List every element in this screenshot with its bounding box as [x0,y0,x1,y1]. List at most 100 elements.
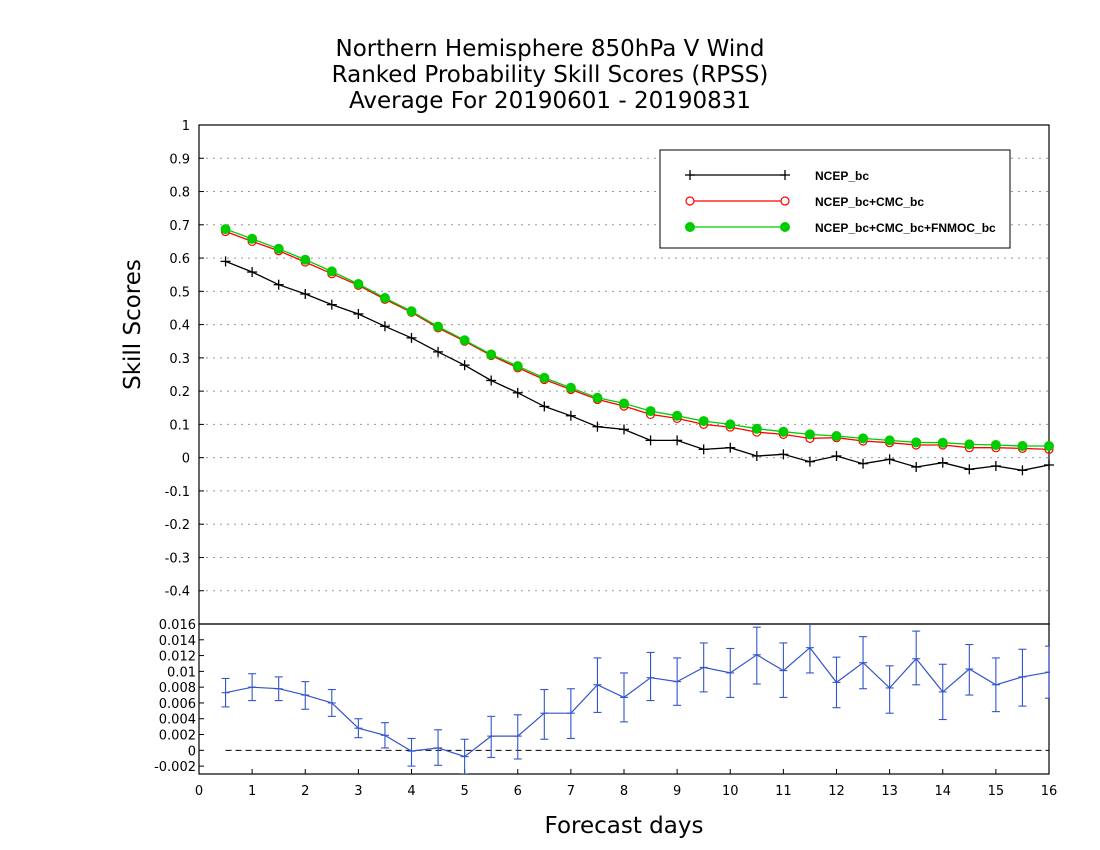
error-bar [752,626,761,685]
x-tick-label: 10 [722,784,739,799]
filled-circle-marker [778,426,789,437]
error-bar [221,677,230,708]
x-tick-label: 16 [1041,784,1058,799]
series-line-2 [225,228,1049,447]
error-bar [566,688,575,740]
x-tick-label: 11 [775,784,792,799]
series-line-0 [225,260,1050,471]
plus-marker [1017,465,1028,476]
chart-title-line-2: Ranked Probability Skill Scores (RPSS) [331,62,769,88]
legend: NCEP_bc NCEP_bc+CMC_bc NCEP_bc+CMC_bc+FNMO… [659,149,1011,249]
plus-marker [326,299,337,310]
error-bar [779,642,788,698]
y-tick-label-main: -0.4 [165,585,190,600]
filled-circle-marker [512,361,523,372]
filled-circle-marker [300,254,311,265]
error-bar [274,676,283,702]
x-tick-label: 3 [354,784,362,799]
y-tick-label-main: 0.4 [169,319,190,334]
y-tick-label-diff: 0.006 [159,697,196,712]
y-tick-label-main: 0.5 [169,285,190,300]
filled-circle-marker [937,437,948,448]
filled-circle-marker [619,398,629,409]
x-tick-label: 13 [881,784,898,799]
x-tick-label: 6 [514,784,522,799]
x-tick-label: 9 [673,784,681,799]
plus-marker [831,451,842,462]
plus-marker [433,346,444,357]
chart-title-line-3: Average For 20190601 - 20190831 [348,88,752,114]
y-tick-label-diff: 0.014 [159,634,196,649]
filled-circle-marker [592,392,603,403]
y-tick-label-main: -0.3 [165,551,190,566]
plus-marker [565,410,576,421]
filled-circle-marker [539,372,550,383]
x-tick-label: 5 [460,784,468,799]
filled-circle-marker [486,349,497,360]
plus-marker [778,449,789,460]
legend-label-1: NCEP_bc+CMC_bc [815,195,924,209]
plus-marker [353,308,364,319]
y-tick-label-diff: 0.002 [159,729,196,744]
x-axis-label: Forecast days [545,813,704,839]
error-bar [699,642,708,693]
filled-circle-marker [831,431,842,442]
filled-circle-marker [751,423,762,434]
y-tick-label-diff: 0.016 [159,618,196,633]
y-tick-label-main: 0 [182,452,190,467]
error-bar [434,729,443,766]
plus-marker [220,256,231,267]
filled-circle-marker [884,435,895,446]
error-bar [487,715,496,758]
x-tick-label: 4 [407,784,415,799]
filled-circle-marker [1017,441,1028,452]
error-bar [513,714,522,760]
error-bar [620,672,628,723]
plus-marker [964,464,975,475]
plus-marker [804,456,815,467]
x-tick-label: 2 [301,784,309,799]
error-bar [1018,648,1027,707]
error-bar [1045,645,1050,699]
filled-circle-marker [326,266,337,277]
error-bar [301,681,310,710]
filled-circle-marker [353,279,364,290]
plus-marker [619,424,629,435]
legend-box [659,149,1011,249]
y-tick-label-main: 0.1 [169,418,190,433]
error-bar [832,656,841,709]
error-bar [407,737,416,767]
series-line-1 [225,230,1050,451]
y-tick-label-main: 0.6 [169,252,190,267]
plus-marker [1044,459,1054,470]
x-tick-label: 1 [248,784,256,799]
y-tick-label-diff: 0.004 [159,713,196,728]
x-tick-label: 14 [934,784,951,799]
x-tick-label: 12 [828,784,845,799]
y-tick-label-main: 0.8 [169,186,190,201]
error-bar [859,636,868,690]
plus-marker [486,375,497,386]
error-bar [938,663,947,721]
plus-marker [273,279,284,290]
plus-marker [725,442,736,453]
y-tick-label-main: 0.2 [169,385,190,400]
error-bar [885,665,894,714]
plus-marker [300,288,311,299]
difference-line [225,646,1050,758]
y-axis-label: Skill Scores [120,259,146,390]
error-bar [540,688,549,740]
y-tick-label-main: -0.2 [165,518,190,533]
plus-marker [592,421,603,432]
filled-circle-marker [911,437,922,448]
filled-circle-marker [220,224,231,235]
legend-open-circle-marker [685,196,695,206]
error-bar [805,624,814,674]
y-tick-label-main: 0.7 [169,219,190,234]
plus-marker [990,460,1001,471]
y-tick-label-diff: -0.002 [154,760,196,775]
error-bar [991,657,1000,713]
filled-circle-marker [247,233,258,244]
filled-circle-marker [858,433,869,444]
plus-marker [512,387,523,398]
